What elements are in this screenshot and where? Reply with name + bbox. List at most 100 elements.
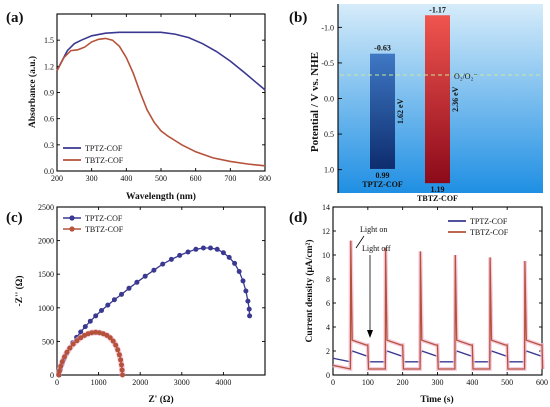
panel-d-y-tick-label: 0 [326, 371, 330, 380]
panel-a-x-tick-label: 200 [51, 174, 63, 183]
panel-c-x-tick-label: 4000 [215, 378, 231, 387]
panel-d-y-tick-label: 6 [326, 299, 330, 308]
panel-c-point-tbtz-cof [74, 338, 80, 344]
panel-d-y-tick-label: 12 [322, 227, 330, 236]
panel-d-y-tick-label: 10 [322, 251, 330, 260]
legend-marker-tptz [69, 215, 75, 221]
panel-d-x-tick-label: 400 [466, 378, 478, 387]
panel-b-vb-label: 0.99 [376, 171, 390, 180]
panel-c-point-tptz-cof [82, 324, 88, 330]
panel-d-x-tick-label: 300 [432, 378, 444, 387]
panel-a-label: (a) [6, 10, 24, 26]
panel-d-y-axis-label: Current density (μA/cm²) [304, 239, 315, 342]
panel-d-series-tptz-cof [332, 350, 544, 363]
panel-c-series-tptz-cof [58, 247, 251, 376]
panel-a-y-tick-label: 0.6 [44, 115, 54, 124]
panel-c-point-tptz-cof [168, 256, 174, 262]
panel-b-y-tick-label: 0.0 [324, 95, 334, 104]
panel-c-point-tbtz-cof [58, 363, 64, 369]
panel-c-point-tptz-cof [247, 313, 253, 319]
panel-c-y-axis-label: -Z'' (Ω) [14, 275, 25, 306]
panel-d-x-axis-label: Time (s) [420, 394, 453, 405]
panel-c-label: (c) [6, 210, 23, 226]
panel-c-point-tbtz-cof [113, 342, 119, 348]
panel-d-y-tick-label: 8 [326, 275, 330, 284]
panel-c-point-tptz-cof [78, 329, 84, 335]
panel-c-point-tptz-cof [134, 279, 140, 285]
panel-a-x-tick-label: 300 [86, 174, 98, 183]
panel-a: 200 300 400 500 600 700 8000.00.30.60.91.21.5 … [6, 10, 271, 202]
panel-c-point-tbtz-cof [62, 354, 67, 360]
panel-a-y-tick-label: 1.5 [44, 36, 54, 45]
panel-a-series-tptz-cof [56, 31, 266, 91]
panel-b-label: (b) [289, 10, 307, 26]
panel-d-x-tick-label: 100 [362, 378, 374, 387]
panel-d-x-tick-label: 200 [397, 378, 409, 387]
panel-c-point-tptz-cof [226, 254, 232, 260]
panel-d-x-tick-label: 0 [331, 378, 335, 387]
panel-d-legend: TPTZ-COF TBTZ-COF [448, 217, 509, 237]
panel-d-y-tick-label: 2 [326, 347, 330, 356]
panel-c-point-tptz-cof [220, 250, 226, 256]
panel-c-point-tptz-cof [105, 302, 111, 308]
panel-d-y-tick-label: 14 [322, 203, 330, 212]
panel-d-x-tick-label: 600 [536, 378, 548, 387]
panel-c-point-tptz-cof [126, 285, 132, 291]
panel-c-x-tick-label: 0 [55, 378, 59, 387]
panel-d: 0 100 200 300 400 500 600 0 2 4 6 8 10 12 14 (d) Time … [289, 203, 548, 405]
panel-c-y-tick-label: 0 [50, 371, 54, 380]
panel-c-y-tick-label: 1000 [38, 304, 54, 313]
panel-c-point-tptz-cof [185, 249, 191, 255]
panel-c-legend: TPTZ-COF TBTZ-COF [63, 214, 124, 234]
panel-c-point-tbtz-cof [56, 372, 62, 378]
panel-c-point-tptz-cof [243, 288, 249, 294]
panel-c: 0 1000 2000 3000 4000 0 500 1000 1500 2000 2500 (c… [6, 203, 266, 405]
panel-c-point-tbtz-cof [57, 368, 62, 374]
panel-b-y-tick-label: -1.0 [321, 23, 334, 32]
panel-c-point-tbtz-cof [118, 357, 124, 363]
panel-b-reference-label: O₂/O₂⁻ [454, 72, 478, 81]
panel-c-point-tptz-cof [160, 261, 166, 267]
panel-c-plot-frame [56, 206, 266, 376]
panel-c-y-tick-label: 500 [42, 337, 54, 346]
panel-d-annotations: Light on Light off [355, 225, 391, 338]
panel-a-y-axis-label: Absorbance (a.u.) [27, 56, 38, 128]
panel-b-y-tick-label: 0.5 [324, 130, 334, 139]
legend-label-tptz: TPTZ-COF [470, 217, 508, 226]
panel-b-cb-label: -1.17 [429, 5, 446, 14]
panel-a-series-tbtz-cof [56, 37, 266, 167]
panel-c-point-tbtz-cof [115, 347, 121, 353]
panel-c-x-tick-label: 3000 [174, 378, 190, 387]
annotation-light-on-arrow [355, 235, 365, 249]
panel-c-point-tptz-cof [111, 297, 117, 303]
panel-c-y-tick-label: 1500 [38, 270, 54, 279]
legend-label-tbtz: TBTZ-COF [470, 228, 509, 237]
panel-a-y-tick-label: 1.2 [44, 62, 54, 71]
panel-b-bar-tbtz-cof [425, 15, 450, 184]
panel-a-x-tick-label: 700 [224, 174, 236, 183]
annotation-light-off-arrowhead [367, 330, 373, 338]
panel-d-y-tick-label: 4 [326, 323, 330, 332]
panel-c-point-tbtz-cof [119, 367, 125, 373]
panel-a-y-tick-label: 0.3 [44, 141, 54, 150]
panel-a-x-tick-label: 600 [190, 174, 202, 183]
panel-b-vb-label: 1.19 [431, 185, 445, 194]
panel-b-y-tick-label: -0.5 [321, 59, 334, 68]
panel-c-x-axis-label: Z' (Ω) [148, 394, 173, 405]
annotation-light-on: Light on [360, 225, 387, 234]
panel-b-category-label: TPTZ-COF [362, 180, 403, 189]
panel-b-bar-tptz-cof [370, 53, 395, 169]
panel-b-cb-label: -0.63 [374, 44, 391, 53]
panel-c-point-tptz-cof [236, 269, 242, 274]
legend-label-tbtz: TBTZ-COF [85, 225, 124, 234]
panel-c-point-tbtz-cof [67, 345, 73, 351]
panel-a-legend: TPTZ-COF TBTZ-COF [63, 144, 124, 165]
panel-c-point-tptz-cof [208, 245, 213, 251]
panel-c-point-tptz-cof [245, 298, 251, 304]
panel-a-x-axis-label: Wavelength (nm) [126, 191, 196, 202]
legend-label-tptz: TPTZ-COF [85, 214, 123, 223]
panel-c-x-tick-label: 1000 [91, 378, 107, 387]
panel-b-y-tick-label: 1.0 [324, 166, 334, 175]
